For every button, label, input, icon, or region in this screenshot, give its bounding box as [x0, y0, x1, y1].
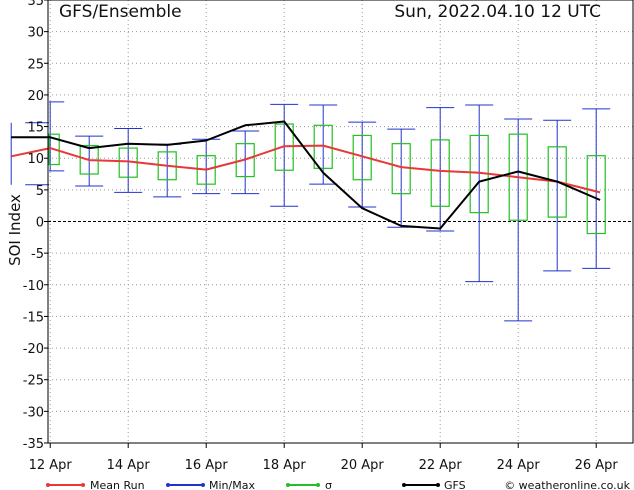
- legend-dot-mean-end: [81, 483, 85, 487]
- legend-item-gfs: GFS: [402, 479, 466, 490]
- x-tick-label: 24 Apr: [497, 458, 541, 473]
- sigma-box: [352, 134, 372, 181]
- y-tick-label: -15: [23, 310, 44, 325]
- y-tick-label: -5: [31, 247, 44, 262]
- legend-dot-gfs-end: [436, 483, 440, 487]
- series-lines: [10, 120, 601, 230]
- legend: Mean Run Min/Max σ GFS © weatheronline.c…: [46, 479, 631, 490]
- chart-title: GFS/Ensemble: [59, 2, 182, 22]
- y-axis-label: SOI Index: [6, 194, 24, 266]
- legend-item-sigma: σ: [286, 479, 332, 490]
- y-tick-label: -35: [23, 437, 44, 452]
- sigma-box: [274, 123, 294, 171]
- legend-dot-gfs-start: [402, 483, 406, 487]
- sigma-box: [547, 146, 567, 218]
- y-tick-label: 25: [27, 57, 44, 72]
- y-tick-label: -20: [23, 342, 44, 357]
- copyright-credit: © weatheronline.co.uk: [504, 479, 630, 490]
- y-tick-label: -30: [23, 405, 44, 420]
- x-tick-label: 22 Apr: [419, 458, 463, 473]
- legend-label-mean-run: Mean Run: [90, 479, 145, 490]
- legend-item-min-max: Min/Max: [166, 479, 255, 490]
- y-tick-label: 10: [27, 152, 44, 167]
- grid-lines: [48, 0, 633, 443]
- gfs-series-line: [11, 120, 601, 230]
- mean-run-series-line: [10, 144, 601, 194]
- legend-dot-minmax-start: [166, 483, 170, 487]
- legend-item-mean-run: Mean Run: [46, 479, 145, 490]
- legend-label-min-max: Min/Max: [209, 479, 255, 490]
- x-tick-label: 26 Apr: [575, 458, 619, 473]
- y-tick-label: 15: [27, 121, 44, 136]
- legend-dot-sigma-start: [286, 483, 290, 487]
- run-timestamp: Sun, 2022.04.10 12 UTC: [394, 2, 601, 22]
- legend-dot-minmax-end: [201, 483, 205, 487]
- legend-label-sigma: σ: [325, 479, 332, 490]
- y-tick-label: -10: [23, 279, 44, 294]
- legend-label-gfs: GFS: [444, 479, 466, 490]
- x-tick-label: 18 Apr: [263, 458, 307, 473]
- y-tick-label: 0: [36, 216, 44, 231]
- x-tick-label: 14 Apr: [107, 458, 151, 473]
- y-tick-label: -25: [23, 374, 44, 389]
- legend-dot-sigma-end: [316, 483, 320, 487]
- y-tick-label: 30: [27, 26, 44, 41]
- y-tick-labels: -35 -30 -25 -20 -15 -10 -5 0 5 10 15 20 25 30 35: [23, 0, 48, 452]
- sigma-box: [430, 139, 450, 207]
- y-tick-label: 5: [36, 184, 44, 199]
- sigma-boxes: [48, 123, 606, 235]
- legend-dot-mean-start: [46, 483, 50, 487]
- sigma-box: [313, 124, 333, 169]
- sigma-box: [235, 143, 255, 178]
- sigma-box: [508, 133, 528, 221]
- x-tick-label: 12 Apr: [29, 458, 73, 473]
- x-tick-labels: 12 Apr 14 Apr 16 Apr 18 Apr 20 Apr 22 Apr 24 A…: [29, 443, 619, 473]
- x-tick-label: 16 Apr: [185, 458, 229, 473]
- sigma-box: [196, 155, 216, 185]
- y-tick-label: 20: [27, 89, 44, 104]
- x-tick-label: 20 Apr: [341, 458, 385, 473]
- y-tick-label: 35: [27, 0, 44, 9]
